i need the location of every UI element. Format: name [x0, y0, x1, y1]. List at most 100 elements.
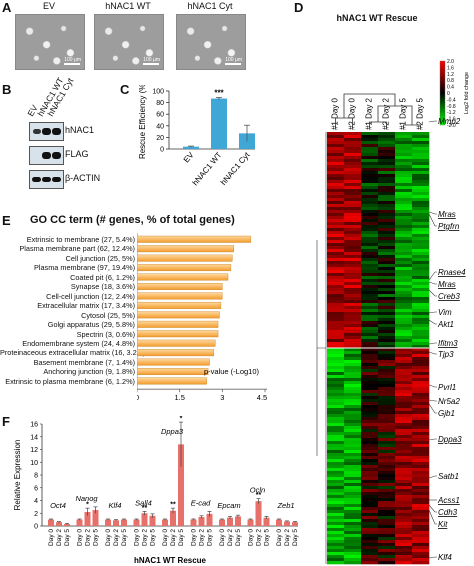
y-tick-label: 20	[156, 135, 164, 142]
gene-label: Ocln	[250, 486, 265, 495]
category-label: EV	[182, 150, 196, 164]
go-bar	[137, 320, 219, 328]
gene-leader-line	[428, 403, 437, 414]
micro-label-wt: hNAC1 WT	[105, 1, 151, 11]
y-tick-label: 100	[152, 89, 164, 96]
day-label: Day 0	[134, 529, 141, 546]
expr-bar	[227, 517, 233, 526]
colorbar-tick-label: 1.2	[447, 72, 454, 78]
y-tick-label: 0	[160, 147, 164, 154]
day-label: Day 2	[284, 529, 291, 546]
colorbar-tick-label: 2.0	[447, 59, 454, 65]
day-label: Day 5	[235, 529, 242, 546]
gene-label: Ptgfrn	[438, 222, 460, 231]
gene-label: Dppa3	[161, 427, 184, 436]
go-bar	[137, 339, 216, 347]
bar-hnac1-wt	[211, 98, 227, 149]
expr-bar	[198, 517, 205, 526]
colorbar-tick-label: 0.8	[447, 78, 454, 84]
significance-label: **	[170, 502, 176, 509]
go-term-label: Proteinaceous extracellular matrix (16, …	[0, 348, 146, 358]
gene-leader-line	[428, 311, 437, 314]
gene-leader-line	[428, 399, 437, 402]
panel-letter-e: E	[2, 213, 11, 228]
gene-label: Ifitm3	[438, 339, 458, 348]
expr-bar	[276, 519, 282, 526]
day-label: Day 2	[85, 529, 92, 546]
heatmap-column-label: #2 Day 5	[416, 97, 425, 130]
gene-leader-line	[428, 271, 437, 281]
gene-label: Akt1	[437, 320, 454, 329]
day-label: Day 5	[64, 529, 71, 546]
heatmap: #1 Day 0 #2 Day 0 #1 Day 2 #2 Day 2 #1 Day 5…	[316, 59, 470, 565]
y-axis-label: Rescue Efficiency (%)	[138, 85, 147, 159]
gene-label: Satb1	[438, 472, 459, 481]
wb-row-hnac1: hNAC1	[65, 125, 95, 135]
colorbar-tick-label: 0.4	[447, 85, 454, 91]
panel-letter-b: B	[2, 82, 12, 97]
day-label: Day 5	[93, 529, 100, 546]
heatmap-column-label: #1 Day 2	[365, 97, 374, 130]
go-term-label: Basement membrane (7, 1.4%)	[33, 357, 135, 367]
expr-bar	[292, 522, 298, 526]
colorbar-tick-label: -1.2	[447, 110, 456, 116]
expr-bar	[247, 519, 254, 526]
gene-label: Sall4	[135, 498, 152, 507]
day-label: Day 2	[199, 529, 206, 546]
heatmap-column-label: #2 Day 2	[382, 97, 391, 130]
gene-label: Klf4	[109, 501, 122, 510]
go-term-label: Cell-cell junction (12, 2.4%)	[46, 291, 135, 301]
day-label: Day 2	[256, 529, 263, 546]
gene-leader-line	[428, 289, 437, 297]
gene-label: Tjp3	[438, 350, 454, 359]
gene-label: Mras	[438, 210, 456, 219]
y-tick-label: 40	[156, 123, 164, 130]
day-label: Day 5	[178, 529, 185, 546]
significance-label: *	[180, 416, 183, 423]
gene-label: Pvrl1	[438, 383, 456, 392]
y-tick-label: 80	[156, 100, 164, 107]
wb-row-actin: β-ACTIN	[65, 173, 101, 183]
colorbar-tick-label: -1.6	[447, 117, 456, 123]
day-label: Day 2	[113, 529, 120, 546]
colorbar	[439, 60, 446, 126]
day-label: Day 0	[48, 529, 55, 546]
go-term-label: Cytosol (25, 5%)	[81, 310, 135, 320]
day-label: Day 0	[248, 529, 255, 546]
gene-label: Mmp2	[438, 117, 461, 126]
go-term-label: Coated pit (6, 1.2%)	[70, 272, 135, 282]
expr-bar	[149, 515, 156, 526]
day-label: Day 0	[105, 529, 112, 546]
expr-bar	[76, 519, 83, 526]
expr-bar	[219, 519, 225, 526]
y-tick-label: 16	[30, 422, 38, 429]
wb-row-flag: FLAG	[65, 149, 89, 159]
blot-flag	[29, 146, 64, 165]
day-label: Day 2	[170, 529, 177, 546]
gene-leader-line	[428, 120, 437, 123]
expr-bar	[206, 513, 213, 526]
day-label: Day 5	[207, 529, 214, 546]
gene-label: Vim	[438, 308, 452, 317]
expr-bar	[92, 510, 99, 526]
go-bar	[137, 311, 220, 319]
gene-label: Kit	[438, 520, 448, 529]
gene-label: Rnase4	[438, 268, 466, 277]
colorbar-tick-label: 1.6	[447, 65, 454, 71]
heatmap-column-label: #2 Day 0	[348, 97, 357, 130]
row-dendrogram	[316, 132, 327, 564]
go-term-label: Synapse (18, 3.6%)	[70, 282, 135, 292]
day-label: Day 5	[264, 529, 271, 546]
gene-leader-line	[428, 475, 437, 479]
dendrogram-branch	[343, 93, 396, 118]
gene-label: Creb3	[438, 292, 460, 301]
significance-label: ***	[214, 88, 224, 97]
expr-bar	[105, 519, 111, 526]
expr-bar	[121, 519, 127, 526]
micro-label-ev: EV	[42, 1, 55, 11]
y-tick-label: 10	[30, 460, 38, 467]
micrograph-cyt: 100 μm	[176, 14, 246, 70]
y-tick-label: 0	[34, 524, 38, 531]
expr-bar	[141, 513, 148, 526]
